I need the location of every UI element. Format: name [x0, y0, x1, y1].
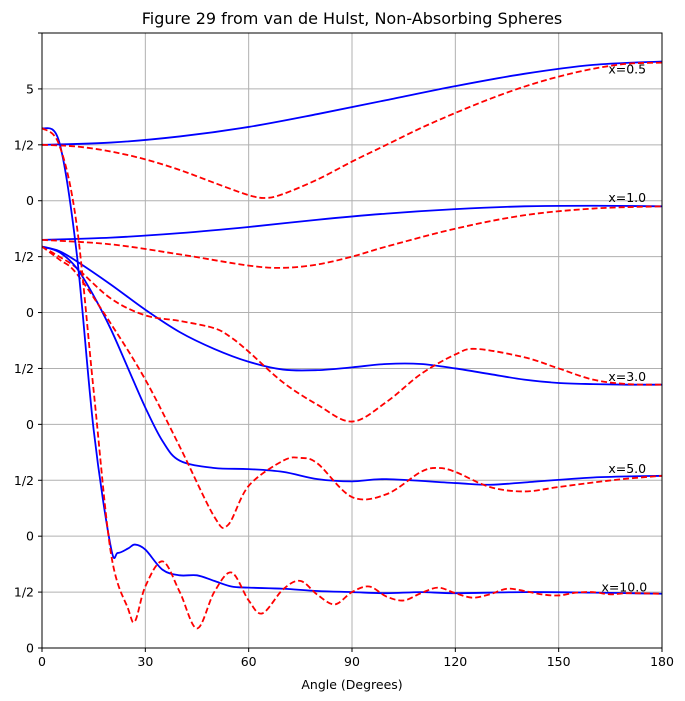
y-tick-label: 1/2: [14, 361, 34, 376]
series-dashed-x-3-0: [41, 245, 663, 423]
y-tick-label: 1/2: [14, 473, 34, 488]
x-tick-label: 30: [137, 654, 153, 669]
series-dashed-x-5-0: [41, 245, 663, 529]
curve-label: x=0.5: [608, 61, 646, 76]
series-solid-x-1-0: [41, 204, 663, 241]
series-solid-x-3-0: [41, 245, 663, 386]
curve-labels: x=0.5 x=1.0 x=3.0 x=5.0 x=10.0: [601, 61, 647, 594]
axis-ticks: 0 30 60 90 120 150 180 0 1/2 0 1/2 0 1/2 0 1/2 0 1/2 5: [14, 32, 674, 669]
curve-label: x=3.0: [608, 369, 646, 384]
y-tick-label: 1/2: [14, 137, 34, 152]
x-tick-label: 150: [547, 654, 571, 669]
series-solid-x-0-5: [41, 60, 663, 146]
x-tick-label: 120: [443, 654, 467, 669]
series-dashed-x-1-0: [41, 205, 663, 269]
curve-label: x=1.0: [608, 190, 646, 205]
series-dashed-x-10-0: [41, 127, 663, 630]
x-tick-label: 0: [38, 654, 46, 669]
y-tick-label: 1/2: [14, 585, 34, 600]
curve-label: x=10.0: [601, 580, 647, 595]
plot-area: [41, 60, 663, 630]
y-tick-label: 0: [26, 305, 34, 320]
x-tick-label: 60: [241, 654, 257, 669]
y-tick-label: 0: [26, 193, 34, 208]
y-tick-label: 0: [26, 417, 34, 432]
grid: [41, 33, 663, 649]
y-tick-label: 0: [26, 641, 34, 656]
y-tick-label: 1/2: [14, 249, 34, 264]
curve-label: x=5.0: [608, 461, 646, 476]
y-tick-label: 0: [26, 529, 34, 544]
y-tick-label: 5: [26, 81, 34, 96]
chart-title: Figure 29 from van de Hulst, Non-Absorbi…: [142, 9, 563, 28]
series-dashed-x-0-5: [41, 61, 663, 199]
x-tick-label: 90: [344, 654, 360, 669]
x-tick-label: 180: [650, 654, 674, 669]
x-axis-label: Angle (Degrees): [301, 677, 402, 692]
